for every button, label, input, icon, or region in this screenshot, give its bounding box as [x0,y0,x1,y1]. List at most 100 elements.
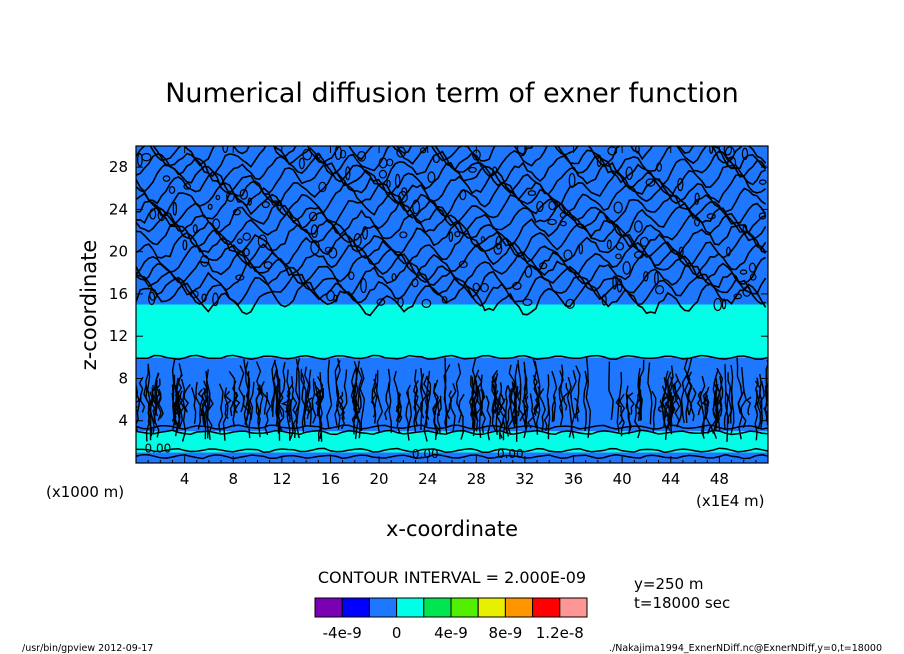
contour-blob [411,278,419,288]
contour-line-lower [730,365,735,434]
contour-line-lower [176,391,181,433]
contour-line-lower [336,391,344,417]
contour-line-lower [287,392,293,420]
contour-blob [458,260,468,269]
contour-blob [308,211,318,222]
contour-line-lower [136,398,141,412]
contour-blob [709,146,714,154]
contour-blob [723,146,733,156]
x-unit-note: (x1000 m) [46,483,124,501]
contour-line-lower [143,384,150,442]
contour-line-lower [218,383,224,433]
contour-line-lower [353,361,359,420]
contour-blob [625,166,634,180]
contour-blob [183,183,192,190]
contour-line-lower [316,389,322,417]
contour-blob [548,200,557,211]
contour-line-lower [686,357,693,416]
contour-blob [399,231,408,239]
slice-info-t: t=18000 sec [634,594,730,612]
contour-line-lower [551,396,556,422]
contour-line-lower [534,360,541,435]
contour-blob [421,298,432,308]
contour-blob [645,178,656,187]
contour-line-upper [136,231,767,268]
contour-line-lower [393,370,400,422]
contour-blob [547,218,557,226]
contour-blob [401,187,408,197]
contour-line-lower [334,360,341,426]
contour-line-lower [425,376,432,421]
contour-line-lower [558,370,564,426]
contour-blob [212,218,221,230]
x-tick-label: 32 [515,470,534,488]
contour-blob [727,156,737,169]
contour-line-lower [420,373,427,419]
contour-blob [378,169,388,179]
contour-line-lower [255,384,262,426]
contour-blob [448,231,454,242]
colorbar-swatch [559,597,588,618]
contour-blob [353,233,362,247]
contour-line-lower [432,383,439,441]
contour-line-lower [511,386,519,429]
contour-line-lower [516,383,524,422]
contour-line-lower [582,370,588,432]
contour-line-lower [153,378,161,417]
contour-blob [694,216,701,227]
contour-line-lower [443,357,448,428]
contour-blob [639,236,649,247]
contour-line-lower [558,364,564,417]
contour-line-lower [563,383,570,411]
contour-blob [162,175,171,182]
contour-line-lower [647,362,653,425]
contour-blob [326,290,335,302]
contour-blob [441,296,448,304]
contour-line-lower [375,370,384,433]
contour-line-upper [136,272,766,307]
contour-blob [212,292,219,307]
contour-line-lower [414,389,421,427]
contour-blob [334,146,342,161]
contour-blob [357,150,367,162]
contour-line-lower [190,387,197,424]
colorbar-swatch [423,597,452,618]
contour-line-lower [335,358,341,430]
x-scale-note: (x1E4 m) [696,492,765,510]
colorbar-swatch [532,597,561,618]
contour-line-lower [696,390,702,416]
contour-line-lower [136,395,141,432]
x-tick-label: 4 [180,470,190,488]
contour-blob [232,208,241,216]
contour-blob [713,297,723,312]
color-band-1 [136,431,768,453]
contour-line-lower [300,368,307,434]
contour-value-label: 0.00 [412,447,439,461]
x-tick-label: 28 [467,470,486,488]
contour-blob [239,188,249,200]
contour-line-lower [566,376,573,438]
contour-blob [565,298,575,309]
contour-line-lower [432,397,440,437]
contour-blob [243,247,250,257]
contour-line-lower [423,370,431,442]
contour-blob [427,171,436,183]
contour-line-lower [171,359,177,426]
contour-blob [459,189,467,201]
contour-line-lower [667,371,673,420]
contour-line-lower [144,365,152,415]
contour-blob [563,249,573,261]
contour-line-upper [136,281,767,317]
contour-blob [654,285,665,295]
contour-blob [137,153,143,167]
x-tick-label: 20 [370,470,389,488]
contour-line-lower [710,393,717,434]
y-tick-label: 12 [109,327,128,345]
contour-blob [157,208,166,222]
colorbar-tick-label: 1.2e-8 [536,624,584,642]
contour-blob [721,298,727,310]
contour-line-lower [615,398,623,425]
contour-line-upper [136,191,767,227]
contour-blob [559,220,567,227]
contour-blob [749,273,757,281]
